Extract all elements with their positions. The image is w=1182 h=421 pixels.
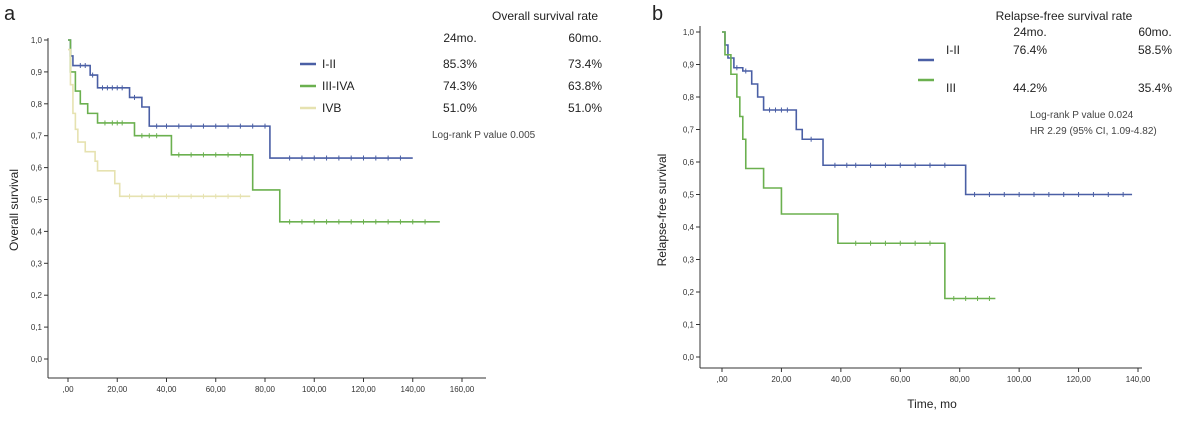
rate-b-2-60mo: 35.4% bbox=[1138, 81, 1172, 95]
panel-b-x-tick-label: 60,00 bbox=[890, 375, 911, 384]
panel-a-x-tick-label: 100,00 bbox=[302, 385, 327, 394]
panel-a-y-tick-label: 0,8 bbox=[31, 100, 43, 109]
rate-a-1-60mo: 73.4% bbox=[568, 57, 602, 71]
panel-a-legend-row-1: I-II 85.3% 73.4% bbox=[300, 57, 602, 71]
panel-b-x-tick-label: 120,00 bbox=[1066, 375, 1091, 384]
panel-a-y-tick-label: 0,4 bbox=[31, 227, 43, 236]
panel-a-x-tick-label: 20,00 bbox=[107, 385, 128, 394]
km-curve-a-1 bbox=[68, 39, 413, 159]
panel-b-x-ticks: ,00 20,00 40,00 60,00 80,00 100,00 120,00 140,0… bbox=[716, 368, 1151, 384]
panel-a-y-tick-label: 0,6 bbox=[31, 164, 43, 173]
panel-a-legend-row-3: IVB 51.0% 51.0% bbox=[300, 101, 602, 115]
panel-b-letter: b bbox=[652, 3, 663, 25]
panel-b-legend-row-1: I-II 76.4% 58.5% bbox=[918, 43, 1172, 62]
panel-a-letter: a bbox=[4, 3, 16, 25]
km-curve-b-1 bbox=[722, 31, 1133, 196]
panel-a-header-24mo: 24mo. bbox=[443, 31, 476, 45]
rate-b-1-24mo: 76.4% bbox=[1013, 43, 1047, 57]
panel-b-y-tick-label: 0,7 bbox=[683, 126, 695, 135]
panel-b-legend-row-2: III 44.2% 35.4% bbox=[918, 78, 1172, 95]
rate-a-3-60mo: 51.0% bbox=[568, 101, 602, 115]
panel-a-x-tick-label: 80,00 bbox=[255, 385, 276, 394]
panel-a: a Overall survival 0,0 0,1 0,2 0,3 0,4 0,5 0,6… bbox=[4, 3, 602, 394]
panel-b-y-tick-label: 0,2 bbox=[683, 288, 695, 297]
panel-b-y-ticks: 0,0 0,1 0,2 0,3 0,4 0,5 0,6 0,7 0,8 0,9 1,0 bbox=[683, 28, 700, 362]
panel-a-y-tick-label: 0,3 bbox=[31, 259, 43, 268]
panel-b-rate-title: Relapse-free survival rate bbox=[996, 9, 1133, 23]
panel-a-y-ticks: 0,0 0,1 0,2 0,3 0,4 0,5 0,6 0,7 0,8 0,9 1,0 bbox=[31, 36, 48, 364]
panel-b-y-tick-label: 0,3 bbox=[683, 256, 695, 265]
panel-b-series bbox=[722, 31, 1133, 301]
panel-b-x-tick-label: 100,00 bbox=[1007, 375, 1032, 384]
panel-a-legend-row-2: III-IVA 74.3% 63.8% bbox=[300, 79, 602, 93]
panel-a-x-tick-label: 160,00 bbox=[450, 385, 475, 394]
legend-label-b-2: III bbox=[946, 81, 956, 95]
panel-b-x-tick-label: 20,00 bbox=[771, 375, 792, 384]
rate-a-2-24mo: 74.3% bbox=[443, 79, 477, 93]
legend-label-b-1: I-II bbox=[946, 43, 960, 57]
panel-a-y-tick-label: 0,0 bbox=[31, 355, 43, 364]
panel-b-header-60mo: 60mo. bbox=[1138, 25, 1171, 39]
panel-b-x-tick-label: ,00 bbox=[716, 375, 728, 384]
panel-a-y-tick-label: 0,5 bbox=[31, 196, 43, 205]
panel-b: b Relapse-free survival Time, mo 0,00,10… bbox=[652, 3, 1172, 411]
panel-a-x-tick-label: 60,00 bbox=[206, 385, 227, 394]
rate-b-1-60mo: 58.5% bbox=[1138, 43, 1172, 57]
legend-label-a-1: I-II bbox=[322, 57, 336, 71]
panel-a-x-ticks: ,00 20,00 40,00 60,00 80,00 100,00 120,00 140,0… bbox=[62, 378, 475, 394]
panel-a-y-tick-label: 0,9 bbox=[31, 68, 43, 77]
rate-a-1-24mo: 85.3% bbox=[443, 57, 477, 71]
panel-b-x-tick-label: 80,00 bbox=[950, 375, 971, 384]
panel-a-x-tick-label: 40,00 bbox=[156, 385, 177, 394]
panel-a-y-tick-label: 0,7 bbox=[31, 132, 43, 141]
panel-a-y-axis-title: Overall survival bbox=[7, 169, 21, 251]
panel-b-x-tick-label: 40,00 bbox=[831, 375, 852, 384]
panel-a-x-tick-label: 140,00 bbox=[401, 385, 426, 394]
km-curve-a-3 bbox=[68, 48, 251, 198]
legend-label-a-3: IVB bbox=[322, 101, 341, 115]
rate-a-3-24mo: 51.0% bbox=[443, 101, 477, 115]
panel-a-header-60mo: 60mo. bbox=[568, 31, 601, 45]
panel-b-x-tick-label: 140,00 bbox=[1126, 375, 1151, 384]
panel-b-y-tick-label: 0,5 bbox=[683, 191, 695, 200]
panel-a-y-tick-label: 0,2 bbox=[31, 291, 43, 300]
panel-b-y-tick-label: 0,6 bbox=[683, 158, 695, 167]
panel-b-header-24mo: 24mo. bbox=[1013, 25, 1046, 39]
legend-label-a-2: III-IVA bbox=[322, 79, 354, 93]
panel-b-y-tick-label: 0,1 bbox=[683, 321, 695, 330]
panel-b-logrank-note: Log-rank P value 0.024 bbox=[1030, 110, 1134, 121]
panel-a-series bbox=[68, 39, 440, 225]
panel-a-logrank-note: Log-rank P value 0.005 bbox=[432, 130, 536, 141]
km-curve-a-2 bbox=[68, 39, 440, 223]
panel-b-y-axis-title: Relapse-free survival bbox=[655, 154, 669, 267]
rate-b-2-24mo: 44.2% bbox=[1013, 81, 1047, 95]
panel-a-x-tick-label: 120,00 bbox=[351, 385, 376, 394]
panel-b-hr-note: HR 2.29 (95% CI, 1.09-4.82) bbox=[1030, 126, 1157, 137]
panel-b-y-tick-label: 0,0 bbox=[683, 353, 695, 362]
panel-b-y-tick-label: 0,9 bbox=[683, 61, 695, 70]
panel-b-y-tick-label: 0,8 bbox=[683, 93, 695, 102]
panel-a-x-tick-label: ,00 bbox=[62, 385, 74, 394]
panel-a-y-tick-label: 0,1 bbox=[31, 323, 43, 332]
panel-a-y-tick-label: 1,0 bbox=[31, 36, 43, 45]
panel-b-y-tick-label: 0,4 bbox=[683, 223, 695, 232]
panel-b-x-axis-title: Time, mo bbox=[907, 397, 957, 411]
panel-a-rate-title: Overall survival rate bbox=[492, 9, 598, 23]
rate-a-2-60mo: 63.8% bbox=[568, 79, 602, 93]
panel-b-y-tick-label: 1,0 bbox=[683, 28, 695, 37]
km-curve-b-2 bbox=[722, 31, 996, 300]
